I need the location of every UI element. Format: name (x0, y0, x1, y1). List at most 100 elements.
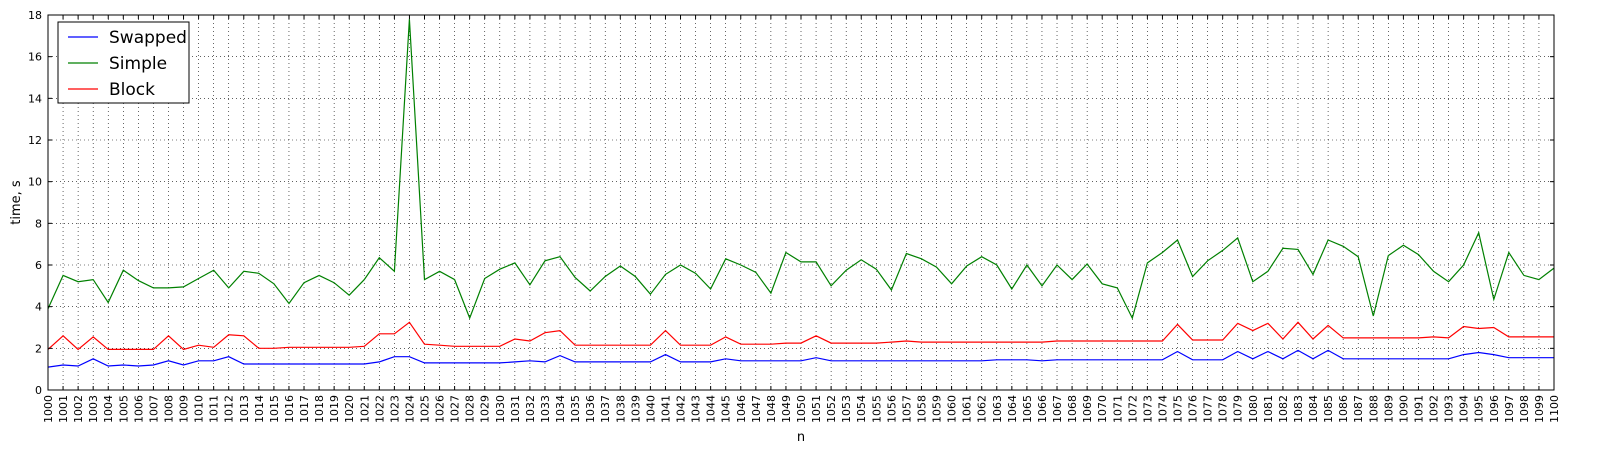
x-tick-label: 1099 (1533, 395, 1546, 423)
x-tick-label: 1052 (825, 395, 838, 423)
x-tick-label: 1021 (358, 395, 371, 423)
x-tick-label: 1039 (629, 395, 642, 423)
legend-label-swapped: Swapped (109, 28, 187, 48)
x-tick-label: 1043 (690, 395, 703, 423)
x-tick-label: 1062 (976, 395, 989, 423)
x-tick-label: 1075 (1172, 395, 1185, 423)
x-tick-label: 1076 (1187, 395, 1200, 423)
x-tick-label: 1001 (57, 395, 70, 423)
x-tick-label: 1063 (991, 395, 1004, 423)
x-tick-label: 1011 (208, 395, 221, 423)
x-tick-label: 1065 (1021, 395, 1034, 423)
legend: Swapped Simple Block (57, 21, 190, 104)
x-tick-label: 1017 (298, 395, 311, 423)
x-tick-label: 1085 (1322, 395, 1335, 423)
x-tick-label: 1050 (795, 395, 808, 423)
y-tick-label: 4 (35, 301, 42, 314)
x-tick-label: 1005 (117, 395, 130, 423)
x-tick-label: 1094 (1458, 395, 1471, 423)
x-tick-label: 1048 (765, 395, 778, 423)
x-tick-label: 1053 (840, 395, 853, 423)
x-tick-label: 1002 (72, 395, 85, 423)
x-tick-label: 1058 (915, 395, 928, 423)
series-lines (47, 19, 1555, 368)
x-tick-label: 1045 (720, 395, 733, 423)
x-tick-label: 1091 (1412, 395, 1425, 423)
axis-ticks (47, 14, 1555, 391)
x-tick-label: 1047 (750, 395, 763, 423)
x-tick-label: 1010 (193, 395, 206, 423)
x-tick-label: 1070 (1096, 395, 1109, 423)
x-tick-label: 1037 (599, 395, 612, 423)
x-tick-label: 1089 (1382, 395, 1395, 423)
x-tick-label: 1080 (1247, 395, 1260, 423)
x-tick-label: 1071 (1111, 395, 1124, 423)
x-tick-label: 1033 (539, 395, 552, 423)
x-tick-labels: 1000 1001 1002 1003 1004 1005 1006 1007 1008 1009… (42, 395, 1561, 423)
x-tick-label: 1044 (705, 395, 718, 423)
x-tick-label: 1029 (479, 395, 492, 423)
x-tick-label: 1038 (614, 395, 627, 423)
x-tick-label: 1027 (449, 395, 462, 423)
x-tick-label: 1068 (1066, 395, 1079, 423)
x-tick-label: 1054 (855, 395, 868, 423)
x-tick-label: 1077 (1202, 395, 1215, 423)
x-tick-label: 1015 (268, 395, 281, 423)
x-tick-label: 1086 (1337, 395, 1350, 423)
x-tick-label: 1092 (1428, 395, 1441, 423)
x-tick-label: 1036 (584, 395, 597, 423)
y-axis-label: time, s (9, 180, 24, 225)
x-tick-label: 1066 (1036, 395, 1049, 423)
x-tick-label: 1082 (1277, 395, 1290, 423)
x-tick-label: 1004 (102, 395, 115, 423)
y-tick-label: 16 (28, 51, 42, 64)
x-tick-label: 1061 (961, 395, 974, 423)
x-tick-label: 1064 (1006, 395, 1019, 423)
y-tick-label: 6 (35, 259, 42, 272)
legend-label-block: Block (109, 80, 155, 100)
x-tick-label: 1046 (735, 395, 748, 423)
x-tick-label: 1040 (644, 395, 657, 423)
series-line-block (47, 321, 1554, 351)
y-tick-label: 8 (35, 217, 42, 230)
legend-label-simple: Simple (109, 54, 167, 74)
x-axis-label: n (797, 430, 805, 445)
series-line-simple (47, 19, 1555, 320)
x-tick-label: 1013 (238, 395, 251, 423)
x-tick-label: 1088 (1367, 395, 1380, 423)
x-tick-label: 1009 (178, 395, 191, 423)
x-tick-label: 1049 (780, 395, 793, 423)
series-line-swapped (47, 349, 1554, 368)
x-tick-label: 1060 (946, 395, 959, 423)
x-tick-label: 1018 (313, 395, 326, 423)
legend-entries: Swapped Simple Block (68, 28, 187, 100)
x-tick-label: 1023 (388, 395, 401, 423)
x-tick-label: 1025 (419, 395, 432, 423)
x-tick-label: 1069 (1081, 395, 1094, 423)
x-tick-label: 1000 (42, 395, 55, 423)
x-tick-label: 1016 (283, 395, 296, 423)
x-tick-label: 1034 (554, 395, 567, 423)
x-tick-label: 1007 (147, 395, 160, 423)
x-tick-label: 1030 (494, 395, 507, 423)
x-tick-label: 1096 (1488, 395, 1501, 423)
x-tick-label: 1024 (403, 395, 416, 423)
x-tick-label: 1057 (900, 395, 913, 423)
grid (47, 14, 1555, 391)
x-tick-label: 1032 (524, 395, 537, 423)
x-tick-label: 1042 (675, 395, 688, 423)
x-tick-label: 1056 (885, 395, 898, 423)
x-tick-label: 1014 (253, 395, 266, 423)
x-tick-label: 1051 (810, 395, 823, 423)
x-tick-label: 1083 (1292, 395, 1305, 423)
y-tick-labels: 0 2 4 6 8 10 12 14 16 18 (28, 9, 42, 397)
x-tick-label: 1035 (569, 395, 582, 423)
x-tick-label: 1081 (1262, 395, 1275, 423)
x-tick-label: 1072 (1126, 395, 1139, 423)
x-tick-label: 1078 (1217, 395, 1230, 423)
x-tick-label: 1041 (659, 395, 672, 423)
x-tick-label: 1098 (1518, 395, 1531, 423)
y-tick-label: 18 (28, 9, 42, 22)
y-tick-label: 12 (28, 134, 42, 147)
